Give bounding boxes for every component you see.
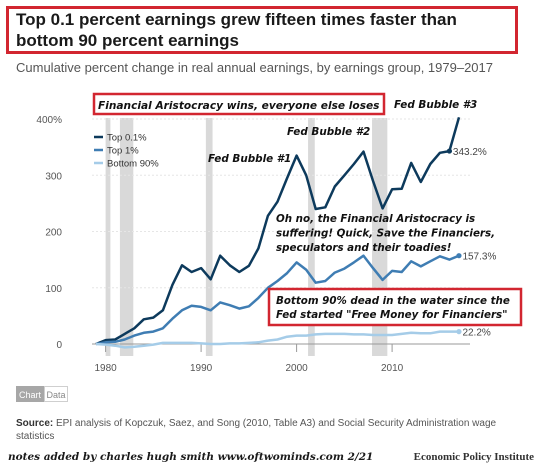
- chart-subtitle: Cumulative percent change in real annual…: [16, 60, 493, 75]
- notes-credit: notes added by charles hugh smith www.of…: [8, 451, 374, 463]
- y-tick-label: 200: [45, 228, 62, 239]
- suffering-annotation-line: speculators and their toadies!: [276, 242, 452, 254]
- series-end-marker: [456, 253, 462, 259]
- suffering-annotation-line: suffering! Quick, Save the Financiers,: [276, 228, 495, 240]
- y-tick-label: 300: [45, 171, 62, 182]
- series-end-label: 22.2%: [462, 328, 490, 339]
- chart-labels: 343.2% 157.3% 22.2%: [453, 147, 497, 339]
- y-tick-label: 0: [56, 340, 62, 351]
- series-line: [95, 254, 460, 346]
- y-tick-label: 400%: [36, 115, 62, 126]
- series-line: [95, 330, 459, 349]
- suffering-annotation-line: Oh no, the Financial Aristocracy is: [276, 213, 475, 225]
- annotations: Financial Aristocracy wins, everyone els…: [92, 92, 523, 327]
- legend-label: Top 0.1%: [107, 133, 147, 144]
- title-box: [6, 6, 518, 54]
- series-line: [95, 116, 461, 346]
- dead-water-annotation-line: Fed started "Free Money for Financiers": [276, 309, 508, 321]
- recession-band: [105, 118, 111, 356]
- dead-water-box: [267, 287, 523, 327]
- source-text: EPI analysis of Kopczuk, Saez, and Song …: [16, 418, 497, 442]
- headline-annotation: Financial Aristocracy wins, everyone els…: [98, 100, 380, 112]
- series-end-marker: [446, 148, 452, 154]
- x-tick-label: 1990: [190, 363, 213, 374]
- source-label: Source:: [16, 418, 54, 429]
- source-note: Source: EPI analysis of Kopczuk, Saez, a…: [16, 417, 516, 443]
- chart-toggle-button[interactable]: Chart: [16, 386, 44, 402]
- headline-box: [92, 92, 386, 116]
- x-tick-label: 2000: [285, 363, 308, 374]
- legend-label: Top 1%: [107, 146, 139, 157]
- series-end-label: 343.2%: [453, 147, 487, 158]
- bubble2-label: Fed Bubble #2: [287, 126, 370, 138]
- recession-band: [119, 118, 134, 356]
- bubble1-label: Fed Bubble #1: [208, 153, 291, 165]
- page-title: Top 0.1 percent earnings grew fifteen ti…: [16, 10, 457, 50]
- y-tick-label: 100: [45, 284, 62, 295]
- recession-band: [308, 118, 315, 356]
- data-toggle-button[interactable]: Data: [44, 386, 68, 402]
- legend: Top 0.1% Top 1% Bottom 90%: [94, 133, 159, 170]
- legend-label: Bottom 90%: [107, 159, 159, 170]
- series-lines: [95, 116, 462, 349]
- series-end-label: 157.3%: [462, 252, 496, 263]
- epi-logo-text: Economic Policy Institute: [413, 451, 534, 463]
- x-tick-label: 2010: [381, 363, 404, 374]
- bubble3-label: Fed Bubble #3: [394, 99, 477, 111]
- x-tick-label: 1980: [94, 363, 117, 374]
- dead-water-annotation-line: Bottom 90% dead in the water since the: [276, 295, 510, 307]
- recession-band: [205, 118, 213, 356]
- series-end-marker: [456, 329, 462, 335]
